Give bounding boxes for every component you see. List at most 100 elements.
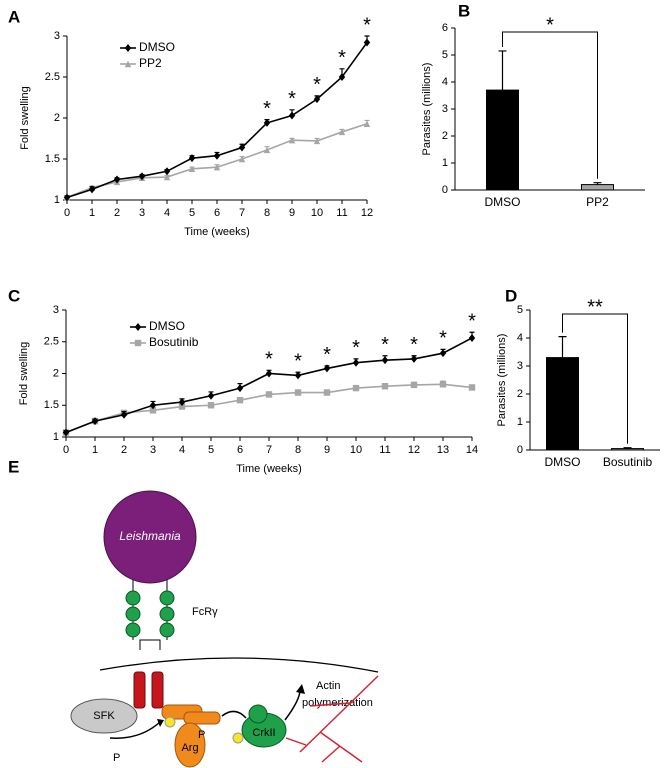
- marker: [265, 391, 273, 398]
- y-tick-label: 4: [442, 76, 448, 88]
- x-tick-label: 6: [214, 207, 220, 219]
- marker: [149, 401, 157, 410]
- y-tick-label: 3: [442, 103, 448, 115]
- significance: *: [410, 334, 418, 356]
- marker: [207, 402, 215, 409]
- marker: [294, 371, 302, 380]
- bar: [546, 357, 579, 451]
- fc-domains: [125, 590, 175, 638]
- y-tick-label: 5: [517, 304, 523, 316]
- y-tick-label: 2.5: [44, 336, 59, 348]
- significance: *: [352, 337, 360, 359]
- x-tick-label: 7: [266, 444, 272, 456]
- error-bar: [623, 447, 632, 449]
- bracket: [562, 313, 628, 444]
- x-axis-label: Time (weeks): [236, 463, 302, 475]
- label: CrkII: [252, 727, 275, 739]
- label: P: [113, 752, 120, 764]
- fcr-gamma: [133, 671, 164, 709]
- marker: [138, 172, 146, 181]
- y-tick-label: 2: [54, 112, 60, 124]
- y-tick-label: 1.5: [44, 399, 59, 411]
- marker: [88, 185, 96, 194]
- significance: *: [363, 14, 371, 36]
- marker: [468, 384, 476, 391]
- actin: [285, 675, 379, 763]
- marker: [288, 111, 296, 120]
- label: SFK: [93, 710, 115, 722]
- legend-marker: [134, 339, 142, 347]
- legend-marker: [124, 44, 132, 52]
- significance: *: [439, 328, 447, 350]
- marker: [91, 417, 99, 426]
- marker: [468, 333, 476, 342]
- y-tick-label: 2: [53, 367, 59, 379]
- marker: [313, 137, 321, 145]
- y-tick-label: 3: [53, 304, 59, 316]
- marker: [410, 381, 418, 389]
- significance: *: [323, 344, 331, 366]
- legend-marker: [124, 60, 132, 68]
- x-tick-label: 5: [189, 207, 195, 219]
- y-axis-label: Fold swelling: [18, 342, 30, 406]
- y-tick-label: 1: [53, 431, 59, 443]
- arrow: [221, 710, 247, 719]
- marker: [352, 358, 360, 367]
- x-tick-label: 2: [114, 207, 120, 219]
- series-line: [66, 42, 368, 199]
- significance: *: [263, 98, 271, 120]
- arrow: [284, 689, 301, 721]
- x-tick-label: 1: [89, 207, 95, 219]
- marker: [363, 120, 371, 127]
- marker: [236, 384, 244, 393]
- phospho: [232, 732, 244, 744]
- x-tick-label: 0: [63, 444, 69, 456]
- panel-label: E: [8, 457, 19, 476]
- x-tick-label: 14: [466, 444, 478, 456]
- label: Actin: [316, 680, 340, 692]
- x-tick-label: Bosutinib: [603, 455, 653, 469]
- marker: [263, 146, 271, 154]
- marker: [265, 369, 273, 378]
- marker: [294, 389, 302, 396]
- marker: [338, 128, 346, 136]
- series-line: [66, 122, 368, 199]
- arrowhead: [296, 684, 305, 694]
- significance: *: [338, 47, 346, 69]
- marker: [236, 396, 244, 404]
- x-tick-label: 0: [64, 207, 70, 219]
- membrane: [99, 657, 379, 673]
- y-tick-label: 1.5: [45, 153, 60, 165]
- marker: [238, 155, 246, 163]
- y-tick-label: 2: [442, 130, 448, 142]
- arrow: [109, 721, 161, 739]
- y-tick-label: 0: [517, 444, 523, 456]
- x-tick-label: 10: [311, 207, 323, 219]
- label: Arg: [181, 742, 198, 754]
- marker: [62, 428, 70, 437]
- marker: [113, 175, 121, 184]
- significance: *: [381, 334, 389, 356]
- marker: [410, 354, 418, 363]
- bar: [581, 184, 614, 191]
- marker: [178, 403, 186, 410]
- x-tick-label: DMSO: [485, 195, 521, 209]
- marker: [323, 364, 331, 373]
- x-tick-label: 9: [289, 207, 295, 219]
- panel-label: B: [458, 1, 470, 20]
- x-tick-label: 13: [437, 444, 449, 456]
- marker: [149, 407, 157, 414]
- x-tick-label: PP2: [586, 195, 609, 209]
- marker: [163, 173, 171, 181]
- y-axis-label: Parasites (millions): [421, 63, 433, 156]
- marker: [352, 384, 360, 392]
- marker: [207, 391, 215, 400]
- x-tick-label: 4: [179, 444, 185, 456]
- y-tick-label: 2.5: [45, 71, 60, 83]
- y-tick-label: 6: [442, 22, 448, 34]
- receptor-link: [139, 639, 161, 650]
- label: polymerization: [302, 697, 373, 709]
- y-tick-label: 3: [517, 360, 523, 372]
- x-tick-label: 8: [264, 207, 270, 219]
